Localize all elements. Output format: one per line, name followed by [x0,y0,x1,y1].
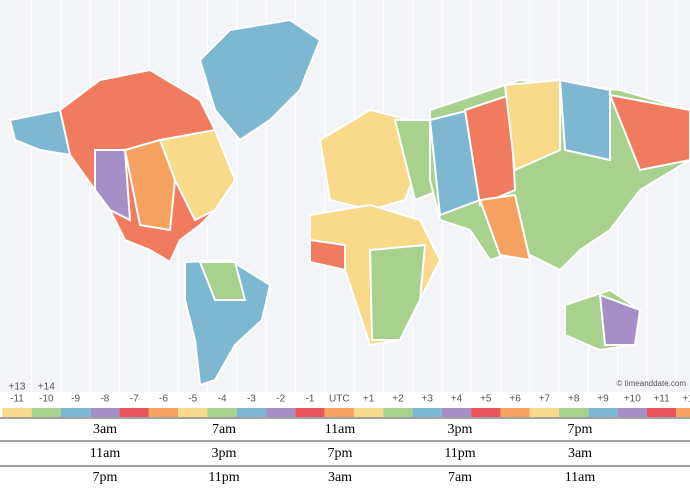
zone-label: +7 [539,394,551,405]
zone-color [295,408,325,417]
zone-color [676,408,690,417]
zone-color [588,408,618,417]
zone-color [324,408,354,417]
zone-color [529,408,560,417]
zone-label: +1 [363,394,375,405]
time-cell: 7pm [93,470,118,485]
zone-color [236,408,267,417]
zone-color [2,408,32,417]
zone-label: +12 [682,394,690,405]
time-cell: 7am [212,422,236,437]
east-africa [368,243,427,341]
time-cell: 3am [93,422,117,437]
zone-color [31,408,61,417]
zone-label: +10 [624,394,641,405]
zone-label: UTC [329,394,350,405]
zone-label: -6 [159,394,168,405]
east-australia [598,293,642,346]
time-cell: 11am [90,446,121,461]
time-cell: 7pm [568,422,593,437]
zone-label: +13 [9,382,26,393]
time-cell: 3pm [212,446,237,461]
west-africa [309,238,346,272]
time-cell: 11am [565,470,596,485]
time-cell: 7pm [328,446,353,461]
time-cell: 7am [448,470,472,485]
credit: © timeanddate.com [617,379,687,388]
zone-label: -9 [71,394,80,405]
central-na [123,138,177,232]
zone-color [500,408,530,417]
time-cell: 3pm [448,422,473,437]
zone-label: -10 [39,394,54,405]
zone-bar: -11 -10 -9 -8 -7 -6 -5 -4 -3 -2 -1 UTC +1 +2 +3 +4 +5 +6 +… [2,382,690,417]
zone-color [353,408,384,417]
time-table: 3am 7am 11am 3pm 7pm 11am 3pm 7pm 11pm 3am 7pm 11pm… [0,417,690,485]
zone-color [559,408,589,417]
asia-central [463,93,517,207]
zone-label: +4 [451,394,463,405]
zone-color [383,408,413,417]
zone-label: +6 [509,394,521,405]
continents [8,18,690,387]
sa-west [198,261,247,301]
zone-label: -4 [218,394,227,405]
zone-label: -3 [247,394,256,405]
zone-label: +9 [597,394,609,405]
zone-color [617,408,647,417]
zone-label: -7 [130,394,139,405]
zone-label: -5 [188,394,197,405]
india [478,193,532,262]
zone-color [119,408,149,417]
zone-label: +14 [38,382,55,393]
zone-label: -8 [100,394,109,405]
greenland [198,18,322,142]
yakutia [558,78,611,162]
zone-label: +5 [480,394,492,405]
time-cell: 11pm [208,470,239,485]
time-cell: 3am [568,446,592,461]
alaska [8,108,72,157]
zone-color [178,408,208,417]
time-cell: 11am [325,422,356,437]
zone-label: -11 [10,394,24,405]
time-cell: 11pm [444,446,475,461]
zone-color [148,408,179,417]
south-america [184,258,272,387]
pacific-na [94,149,132,222]
zone-color [90,408,120,417]
time-cell: 3am [328,470,352,485]
zone-label: +8 [568,394,580,405]
zone-color [207,408,237,417]
zone-color [266,408,296,417]
zone-color [412,408,442,417]
zone-label: -2 [276,394,285,405]
zone-label: +3 [421,394,433,405]
zone-label: -1 [306,394,315,405]
zone-color [471,408,501,417]
zone-color [646,408,677,417]
zone-color [441,408,472,417]
siberia [503,78,561,172]
zone-label: +11 [653,394,670,405]
far-east [608,93,690,172]
zone-label: +2 [392,394,404,405]
zone-color [60,408,91,417]
